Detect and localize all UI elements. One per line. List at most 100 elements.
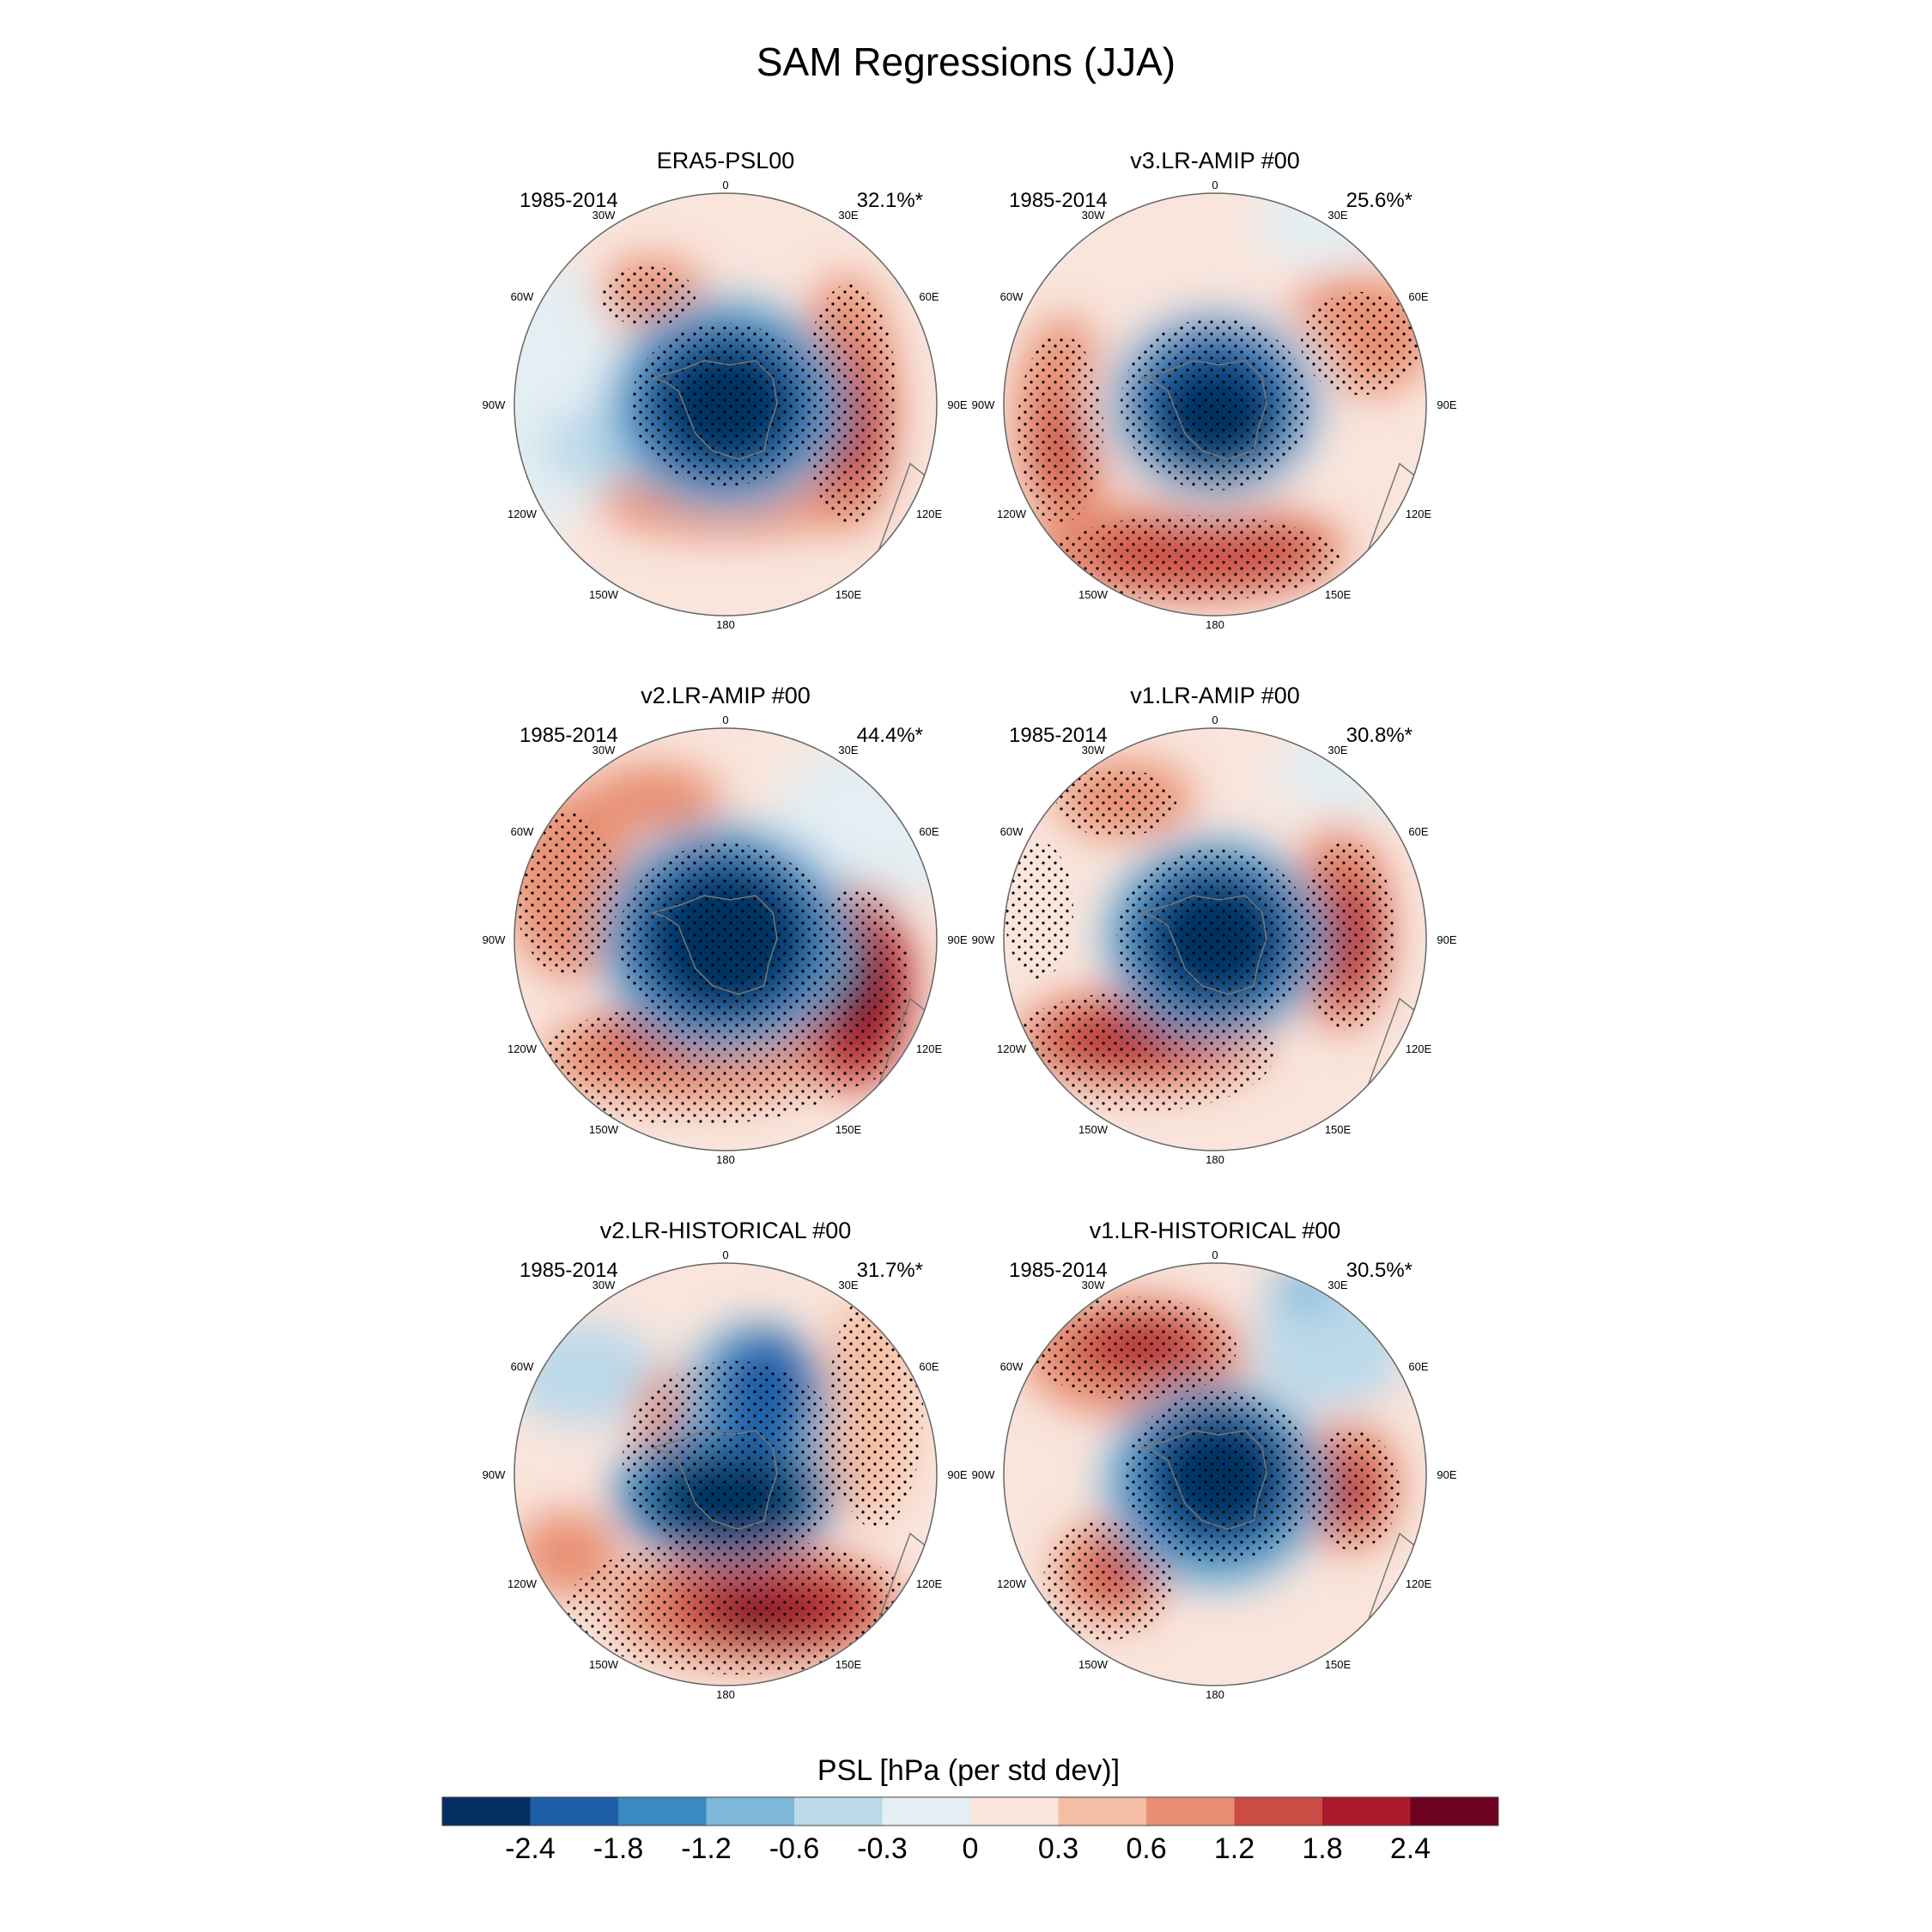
- stipple-region: [803, 283, 897, 524]
- lon-label: 0: [722, 714, 728, 726]
- lon-label: 90W: [483, 1468, 506, 1481]
- colorbar-tick-label: -0.3: [857, 1832, 908, 1865]
- antarctica-coastline: [650, 1430, 778, 1530]
- lon-label: 30E: [838, 744, 858, 756]
- stipple-region: [532, 1005, 859, 1125]
- lon-label: 150E: [1325, 1658, 1352, 1671]
- panel-period: 1985-2014: [519, 1259, 618, 1282]
- lon-label: 90E: [1437, 933, 1456, 946]
- lon-label: 180: [716, 1153, 735, 1166]
- lon-label: 150W: [589, 1123, 619, 1136]
- lon-label: 90W: [483, 933, 506, 946]
- panel-title: v2.LR-HISTORICAL #00: [600, 1218, 852, 1243]
- lon-label: 60E: [919, 1360, 939, 1373]
- lon-label: 60E: [919, 825, 939, 838]
- lon-label: 90E: [1437, 1468, 1456, 1481]
- colorbar-tick-label: 0.3: [1038, 1832, 1078, 1865]
- lon-label: 60W: [1000, 1360, 1024, 1373]
- panel-title: v1.LR-HISTORICAL #00: [1090, 1218, 1341, 1243]
- colorbar-tick-label: -2.4: [505, 1832, 556, 1865]
- lon-label: 30E: [1327, 744, 1347, 756]
- lon-label: 90W: [972, 398, 995, 411]
- lon-label: 120E: [1406, 507, 1432, 520]
- stipple-region: [829, 1288, 923, 1528]
- colorbar-swatch: [970, 1797, 1059, 1826]
- panel-title: ERA5-PSL00: [657, 148, 795, 173]
- lon-label: 180: [1206, 618, 1224, 631]
- stipple-region: [799, 889, 910, 1086]
- colorbar-swatch: [618, 1797, 707, 1826]
- stipple-region: [618, 843, 833, 1036]
- lon-label: 60W: [1000, 825, 1024, 838]
- lon-label: 150E: [1325, 1123, 1352, 1136]
- stipple-region: [1030, 1297, 1236, 1400]
- panel-variance: 31.7%*: [857, 1259, 923, 1282]
- lon-label: 30W: [1082, 209, 1105, 222]
- colorbar-tick-label: 0.6: [1126, 1832, 1166, 1865]
- stipple-region: [1116, 849, 1314, 1030]
- colorbar-swatches: [442, 1797, 1499, 1826]
- colorbar-swatch: [1322, 1797, 1411, 1826]
- lon-label: 60E: [1408, 825, 1428, 838]
- colorbar: PSL [hPa (per std dev)] -2.4 -1.8 -1.2 -0.6…: [441, 1754, 1499, 1865]
- map-border: [1003, 727, 1427, 1151]
- stipple-region: [515, 811, 618, 975]
- panel-title: v1.LR-AMIP #00: [1130, 683, 1300, 708]
- lon-label: 60E: [1408, 1360, 1428, 1373]
- map-border: [513, 1262, 938, 1686]
- lon-label: 0: [722, 179, 728, 191]
- panel-period: 1985-2014: [1009, 189, 1108, 212]
- stipple-region: [567, 1537, 910, 1674]
- lon-label: 180: [716, 618, 735, 631]
- lon-label: 180: [1206, 1153, 1224, 1166]
- colorbar-swatch: [530, 1797, 619, 1826]
- lon-label: 90E: [947, 1468, 967, 1481]
- lon-label: 60W: [511, 1360, 534, 1373]
- map-panel-era5: ERA5-PSL00 1985-2014 32.1%*: [483, 148, 968, 631]
- colorbar-ticks: -2.4 -1.8 -1.2 -0.6 -0.3 0 0.3 0.6 1.2 1.8 2.4: [505, 1832, 1431, 1865]
- colorbar-swatch: [1146, 1797, 1235, 1826]
- colorbar-title: PSL [hPa (per std dev)]: [817, 1754, 1120, 1787]
- lon-label: 120E: [916, 1042, 943, 1055]
- lon-label: 60W: [511, 290, 534, 303]
- map-panel-v2-lr-amip: v2.LR-AMIP #00 1985-2014 44.4%*: [483, 683, 968, 1166]
- stipple-region: [1301, 841, 1395, 1030]
- lon-label: 30W: [1082, 1279, 1105, 1291]
- colorbar-swatch: [706, 1797, 795, 1826]
- lon-label: 90W: [972, 933, 995, 946]
- lon-label: 150E: [835, 588, 862, 601]
- antarctica-coastline: [650, 360, 778, 460]
- antarctica-coastline: [650, 895, 778, 995]
- lon-label: 90W: [972, 1468, 995, 1481]
- map-border: [1003, 1262, 1427, 1686]
- lon-label: 120E: [916, 507, 943, 520]
- stipple-region: [1018, 335, 1103, 524]
- lon-label: 150E: [835, 1123, 862, 1136]
- panel-period: 1985-2014: [1009, 1259, 1108, 1282]
- stipple-region: [1043, 1520, 1172, 1640]
- stipple-region: [1301, 292, 1421, 395]
- stipple-region: [1121, 319, 1309, 490]
- colorbar-tick-label: 1.8: [1302, 1832, 1342, 1865]
- colorbar-tick-label: -0.6: [769, 1832, 820, 1865]
- panel-variance: 30.8%*: [1346, 724, 1413, 747]
- antarctica-coastline: [1139, 895, 1267, 995]
- lon-label: 120E: [1406, 1577, 1432, 1590]
- stipple-region: [1305, 1430, 1400, 1550]
- lon-label: 60E: [919, 290, 939, 303]
- antarctica-coastline: [1139, 1430, 1267, 1530]
- stipple-region: [631, 323, 820, 486]
- lon-label: 150W: [1078, 1123, 1109, 1136]
- colorbar-frame: [441, 1796, 1499, 1826]
- lon-label: 120W: [997, 1577, 1027, 1590]
- field-blob: [514, 258, 618, 532]
- colorbar-swatch: [1410, 1797, 1499, 1826]
- panel-variance: 44.4%*: [857, 724, 923, 747]
- lon-label: 60W: [511, 825, 534, 838]
- map-border: [513, 727, 938, 1151]
- lon-label: 90W: [483, 398, 506, 411]
- lon-label: 150W: [1078, 1658, 1109, 1671]
- stipple-region: [1125, 1391, 1314, 1563]
- lon-label: 120W: [997, 1042, 1027, 1055]
- lon-label: 180: [716, 1688, 735, 1701]
